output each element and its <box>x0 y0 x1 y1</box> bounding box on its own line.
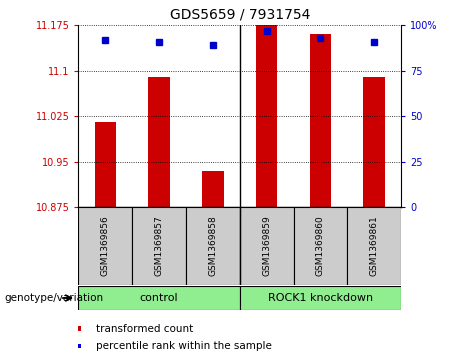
Bar <box>363 77 385 207</box>
Bar <box>310 34 331 207</box>
Bar <box>240 207 294 285</box>
Text: control: control <box>140 293 178 303</box>
Text: GSM1369860: GSM1369860 <box>316 216 325 276</box>
Bar <box>132 207 186 285</box>
Bar <box>240 286 401 310</box>
Text: percentile rank within the sample: percentile rank within the sample <box>96 341 272 351</box>
Text: GSM1369859: GSM1369859 <box>262 216 271 276</box>
Bar <box>294 207 347 285</box>
Text: ROCK1 knockdown: ROCK1 knockdown <box>268 293 373 303</box>
Text: GSM1369857: GSM1369857 <box>154 216 164 276</box>
Bar <box>78 207 132 285</box>
Bar <box>186 207 240 285</box>
Text: GSM1369856: GSM1369856 <box>101 216 110 276</box>
Bar <box>78 286 240 310</box>
Title: GDS5659 / 7931754: GDS5659 / 7931754 <box>170 8 310 21</box>
Bar <box>148 77 170 207</box>
Text: transformed count: transformed count <box>96 323 193 334</box>
Text: GSM1369861: GSM1369861 <box>370 216 378 276</box>
Text: GSM1369858: GSM1369858 <box>208 216 217 276</box>
Bar <box>95 122 116 207</box>
Bar <box>347 207 401 285</box>
Bar <box>256 25 278 207</box>
Bar <box>202 171 224 207</box>
Text: genotype/variation: genotype/variation <box>5 293 104 303</box>
